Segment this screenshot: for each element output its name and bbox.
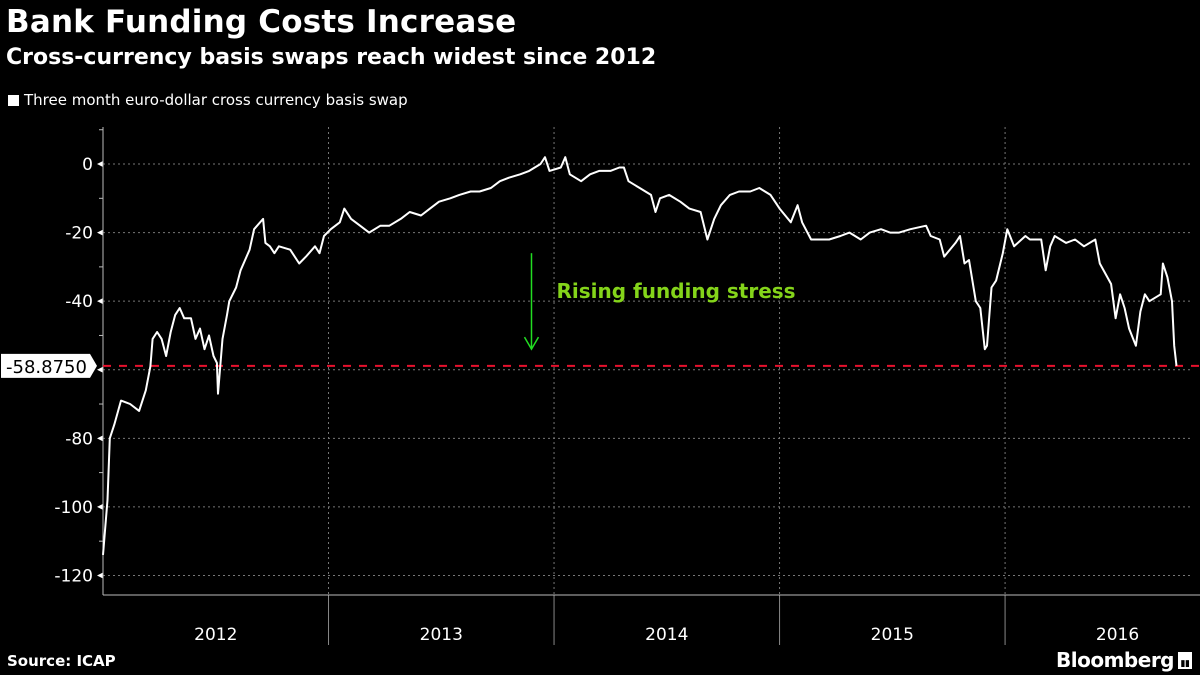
y-tick-mark xyxy=(97,435,103,442)
source-note: Source: ICAP xyxy=(7,652,116,670)
y-tick-label: -20 xyxy=(65,224,93,244)
series-line xyxy=(102,156,1178,555)
brand-name: Bloomberg xyxy=(1056,648,1174,672)
reference-label-box xyxy=(1,353,97,378)
chart-subtitle: Cross-currency basis swaps reach widest … xyxy=(6,45,657,70)
chart-icon: ▮▮ xyxy=(1178,651,1192,669)
bloomberg-logo: Bloomberg ▮▮ xyxy=(1056,648,1192,672)
x-tick-label: 2016 xyxy=(1096,625,1139,645)
chart-title: Bank Funding Costs Increase xyxy=(6,4,517,40)
y-tick-mark xyxy=(97,298,103,305)
legend-swatch-icon xyxy=(8,94,19,106)
x-tick-label: 2012 xyxy=(194,625,237,645)
y-tick-mark xyxy=(97,572,103,579)
arrow-down-icon xyxy=(523,336,540,351)
y-tick-mark xyxy=(97,229,103,236)
reference-label: -58.8750 xyxy=(6,357,87,378)
legend-label: Three month euro-dollar cross currency b… xyxy=(24,91,408,109)
y-tick-mark xyxy=(97,503,103,510)
x-tick-label: 2014 xyxy=(645,625,688,645)
y-tick-mark xyxy=(97,161,103,168)
x-tick-label: 2015 xyxy=(871,625,914,645)
y-tick-label: -40 xyxy=(65,292,93,312)
y-tick-label: -120 xyxy=(54,566,93,586)
y-tick-label: 0 xyxy=(82,155,93,175)
legend: Three month euro-dollar cross currency b… xyxy=(8,91,408,109)
y-tick-label: -100 xyxy=(54,498,93,518)
annotation-text: Rising funding stress xyxy=(556,279,795,303)
x-tick-label: 2013 xyxy=(420,625,463,645)
y-tick-mark xyxy=(97,366,103,373)
y-tick-label: -80 xyxy=(65,429,93,449)
